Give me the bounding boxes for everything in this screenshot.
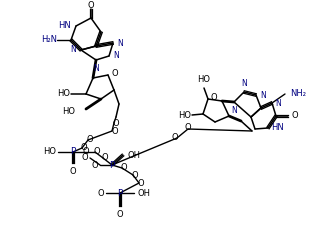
Text: H₂N: H₂N	[41, 35, 57, 45]
Text: O: O	[185, 122, 191, 132]
Text: O: O	[88, 1, 94, 11]
Text: O: O	[81, 143, 87, 153]
Text: N: N	[260, 91, 266, 100]
Text: O: O	[292, 112, 299, 120]
Text: O: O	[121, 163, 127, 173]
Text: HN: HN	[58, 21, 71, 31]
Text: N: N	[93, 64, 99, 73]
Text: N: N	[231, 106, 237, 115]
Text: O: O	[172, 134, 178, 142]
Text: O: O	[132, 170, 138, 180]
Text: HO: HO	[62, 107, 75, 115]
Text: O: O	[83, 147, 89, 156]
Text: N: N	[113, 52, 119, 60]
Text: O: O	[111, 69, 118, 79]
Text: O: O	[87, 135, 93, 145]
Text: HO: HO	[178, 111, 191, 120]
Text: NH₂: NH₂	[290, 89, 306, 99]
Text: N: N	[70, 46, 76, 54]
Text: N: N	[275, 99, 281, 107]
Text: HO: HO	[198, 75, 210, 84]
Text: OH: OH	[138, 188, 151, 198]
Text: O: O	[117, 210, 123, 219]
Text: O: O	[91, 161, 98, 169]
Text: P: P	[70, 147, 76, 156]
Text: OH: OH	[128, 150, 141, 160]
Text: HO: HO	[43, 147, 56, 156]
Text: HO: HO	[57, 89, 70, 99]
Text: O: O	[113, 119, 119, 127]
Text: O: O	[81, 154, 88, 162]
Text: O: O	[102, 154, 108, 162]
Text: N: N	[241, 79, 247, 88]
Text: O: O	[112, 127, 118, 135]
Text: HN: HN	[271, 123, 284, 133]
Text: O: O	[138, 179, 144, 187]
Text: O: O	[211, 93, 217, 101]
Text: N: N	[117, 39, 123, 47]
Text: P: P	[109, 161, 115, 169]
Text: O: O	[94, 147, 100, 156]
Text: P: P	[117, 188, 123, 198]
Text: O: O	[97, 188, 104, 198]
Text: O: O	[70, 167, 76, 176]
